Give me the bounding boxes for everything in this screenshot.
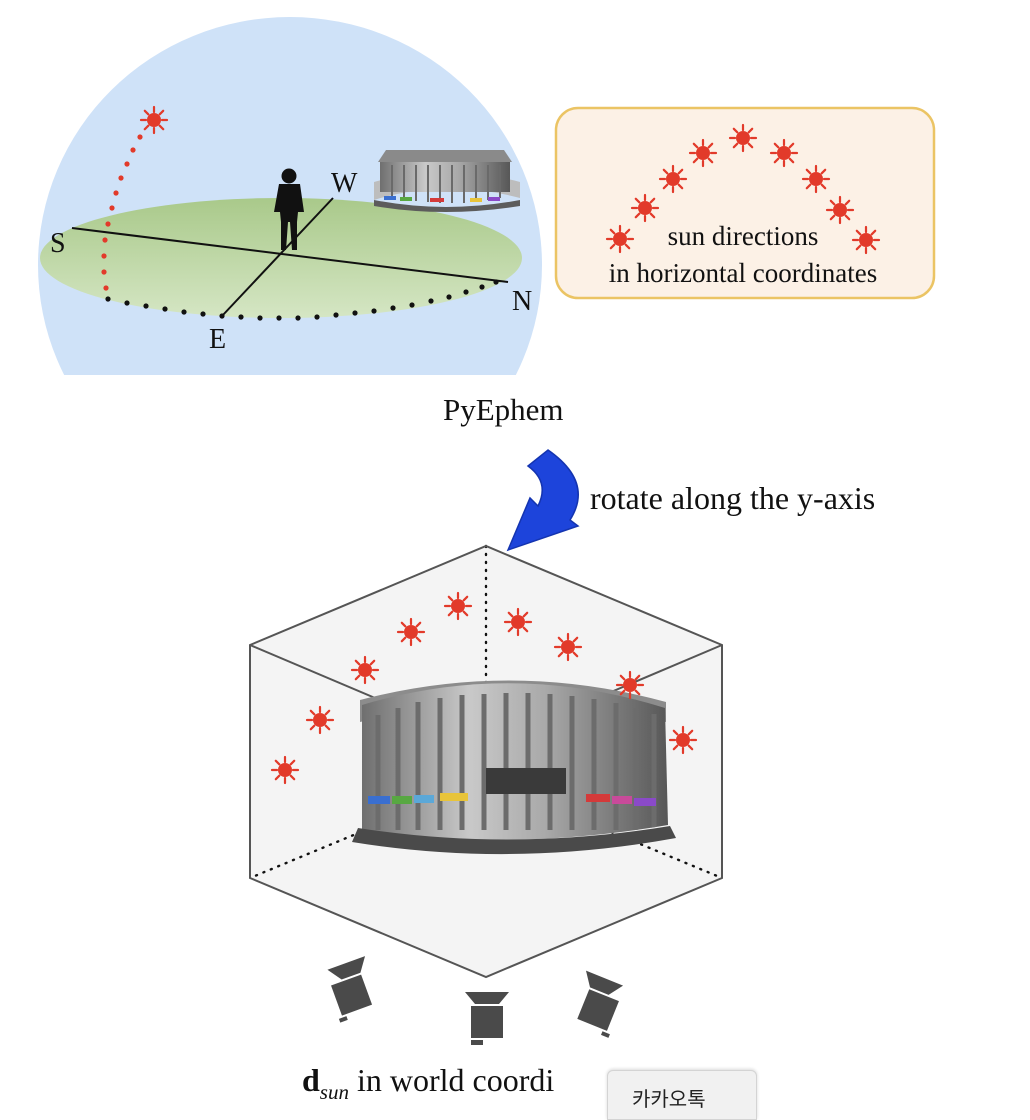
sun-box-line1: sun directions	[668, 221, 819, 251]
curved-arrow-icon	[506, 449, 580, 552]
sun-directions-box: sun directions in horizontal coordinates	[554, 106, 936, 300]
dsun-subscript: sun	[319, 1080, 349, 1104]
dsun-symbol: d	[302, 1062, 320, 1098]
kakaotalk-tab[interactable]: 카카오톡	[607, 1070, 757, 1120]
label-south: S	[50, 228, 66, 259]
building-image	[352, 680, 676, 855]
rotate-label: rotate along the y-axis	[590, 480, 876, 516]
label-east: E	[209, 324, 226, 355]
camera-icon	[577, 970, 624, 1038]
sun-box-line2: in horizontal coordinates	[609, 258, 877, 288]
camera-icon	[465, 992, 509, 1045]
south-north-axis	[71, 227, 509, 283]
sun-path-dots	[101, 134, 143, 291]
world-cube	[248, 544, 724, 979]
dsun-rest: in world coordi	[348, 1062, 555, 1098]
sun-icon	[139, 105, 169, 135]
horizon-dots	[105, 279, 499, 321]
sky-dome-diagram: S W N E	[38, 17, 542, 375]
east-west-axis	[221, 197, 334, 317]
label-north: N	[512, 286, 532, 317]
pyephem-label: PyEphem	[443, 392, 564, 427]
camera-icon	[327, 956, 373, 1023]
label-west: W	[331, 168, 358, 199]
person-silhouette-icon	[274, 168, 304, 250]
dsun-caption: dsun in world coordi	[302, 1062, 555, 1104]
ground-plane	[40, 198, 522, 318]
building-image-small	[374, 150, 520, 212]
